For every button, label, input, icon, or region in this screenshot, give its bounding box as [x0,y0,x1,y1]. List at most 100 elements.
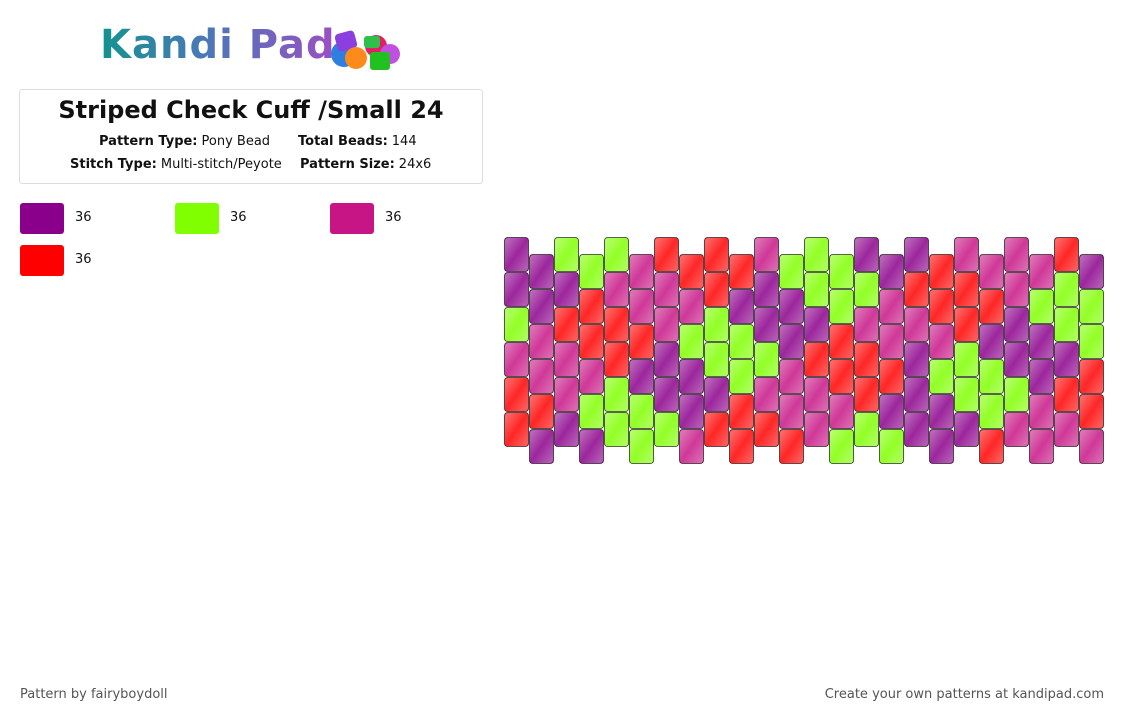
promo-link[interactable]: Create your own patterns at kandipad.com [824,687,1104,702]
bead-gloss [605,308,628,341]
bead-gloss [905,378,928,411]
bead-gloss [980,430,1003,463]
bead-gloss [1055,308,1078,341]
bead-gloss [880,360,903,393]
bead-gloss [505,378,528,411]
bead-gloss [705,378,728,411]
bead-gloss [1055,343,1078,376]
bead-gloss [955,308,978,341]
bead-gloss [680,395,703,428]
bead-gloss [1080,430,1103,463]
bead-gloss [730,290,753,323]
bead-gloss [680,430,703,463]
bead-gloss [630,255,653,288]
bead-gloss [930,430,953,463]
bead-gloss [605,378,628,411]
bead-gloss [880,290,903,323]
bead-gloss [630,290,653,323]
bead-gloss [730,325,753,358]
logo[interactable]: Kandi Pad [100,22,336,68]
bead-gloss [830,360,853,393]
bead-gloss [805,273,828,306]
bead-gloss [530,360,553,393]
bead-gloss [805,413,828,446]
bead-gloss [905,343,928,376]
bead-gloss [1005,413,1028,446]
bead-gloss [930,325,953,358]
bead-gloss [780,360,803,393]
bead-gloss [1005,308,1028,341]
logo-icon [331,30,400,70]
bead-gloss [955,378,978,411]
bead-gloss [780,255,803,288]
color-swatch [330,203,374,234]
bead-gloss [1005,343,1028,376]
bead-gloss [980,255,1003,288]
bead-gloss [505,308,528,341]
bead-gloss [730,395,753,428]
bead-gloss [905,273,928,306]
bead-gloss [930,360,953,393]
bead-gloss [555,413,578,446]
bead-gloss [580,395,603,428]
bead-gloss [1005,238,1028,271]
bead-gloss [730,255,753,288]
color-count: 36 [385,210,402,225]
bead-gloss [555,343,578,376]
bead-gloss [580,430,603,463]
bead-gloss [655,273,678,306]
bead-gloss [680,360,703,393]
bead-gloss [755,378,778,411]
bead-gloss [855,378,878,411]
bead-gloss [705,343,728,376]
bead-gloss [755,308,778,341]
bead-gloss [605,413,628,446]
bead-grid [504,237,1104,464]
bead-gloss [505,273,528,306]
bead-gloss [930,255,953,288]
detail-value: Pony Bead [201,134,271,149]
bead-gloss [580,325,603,358]
bead-gloss [955,273,978,306]
bead-gloss [980,325,1003,358]
bead-gloss [780,430,803,463]
bead-gloss [930,395,953,428]
bead-gloss [755,413,778,446]
bead-gloss [505,413,528,446]
bead-gloss [980,395,1003,428]
bead-gloss [655,413,678,446]
bead-gloss [1030,360,1053,393]
detail-value: 144 [391,134,417,149]
bead-gloss [1005,273,1028,306]
bead-gloss [505,238,528,271]
color-count: 36 [230,210,247,225]
bead-gloss [530,430,553,463]
bead-gloss [555,378,578,411]
bead-gloss [530,290,553,323]
bead-gloss [780,290,803,323]
bead-gloss [705,308,728,341]
bead-gloss [880,430,903,463]
bead-gloss [530,395,553,428]
bead-gloss [1080,255,1103,288]
bead-gloss [680,255,703,288]
credit: Pattern by fairyboydoll [20,687,168,702]
bead-gloss [605,343,628,376]
bead-gloss [1080,325,1103,358]
bead-gloss [980,360,1003,393]
bead-gloss [630,395,653,428]
bead-gloss [805,378,828,411]
bead-gloss [630,430,653,463]
bead-gloss [1030,430,1053,463]
detail: Stitch Type: Multi-stitch/Peyote [70,157,282,172]
bead-gloss [580,360,603,393]
detail-label: Total Beads: [298,134,388,149]
color-count: 36 [75,210,92,225]
info-card [19,89,483,184]
bead-gloss [655,378,678,411]
bead-gloss [705,238,728,271]
color-swatch [20,203,64,234]
bead-gloss [1055,238,1078,271]
bead-gloss [830,290,853,323]
